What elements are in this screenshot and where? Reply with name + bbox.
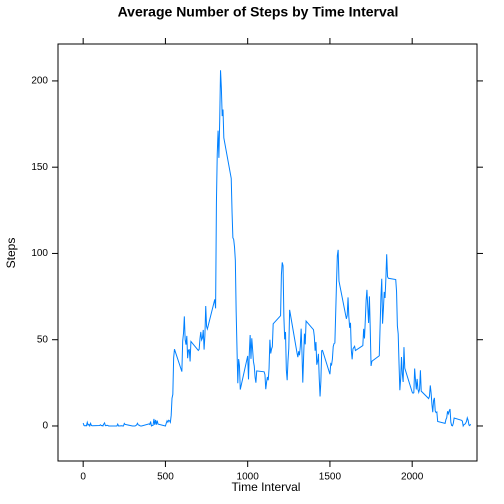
y-tick-label: 50 <box>37 334 49 345</box>
x-tick-label: 1000 <box>237 472 260 483</box>
panel-border <box>57 43 478 462</box>
y-tick-label: 150 <box>31 162 48 173</box>
x-axis-label: Time Interval <box>232 480 301 494</box>
chart-title: Average Number of Steps by Time Interval <box>118 4 399 20</box>
y-tick-label: 100 <box>31 248 48 259</box>
y-axis-label: Steps <box>4 238 18 269</box>
x-tick-label: 2000 <box>401 472 424 483</box>
y-tick-label: 0 <box>42 421 48 432</box>
data-line <box>82 70 472 428</box>
x-tick-label: 500 <box>157 472 174 483</box>
y-tick-label: 200 <box>31 76 48 87</box>
x-tick-label: 0 <box>80 472 86 483</box>
x-tick-label: 1500 <box>319 472 342 483</box>
